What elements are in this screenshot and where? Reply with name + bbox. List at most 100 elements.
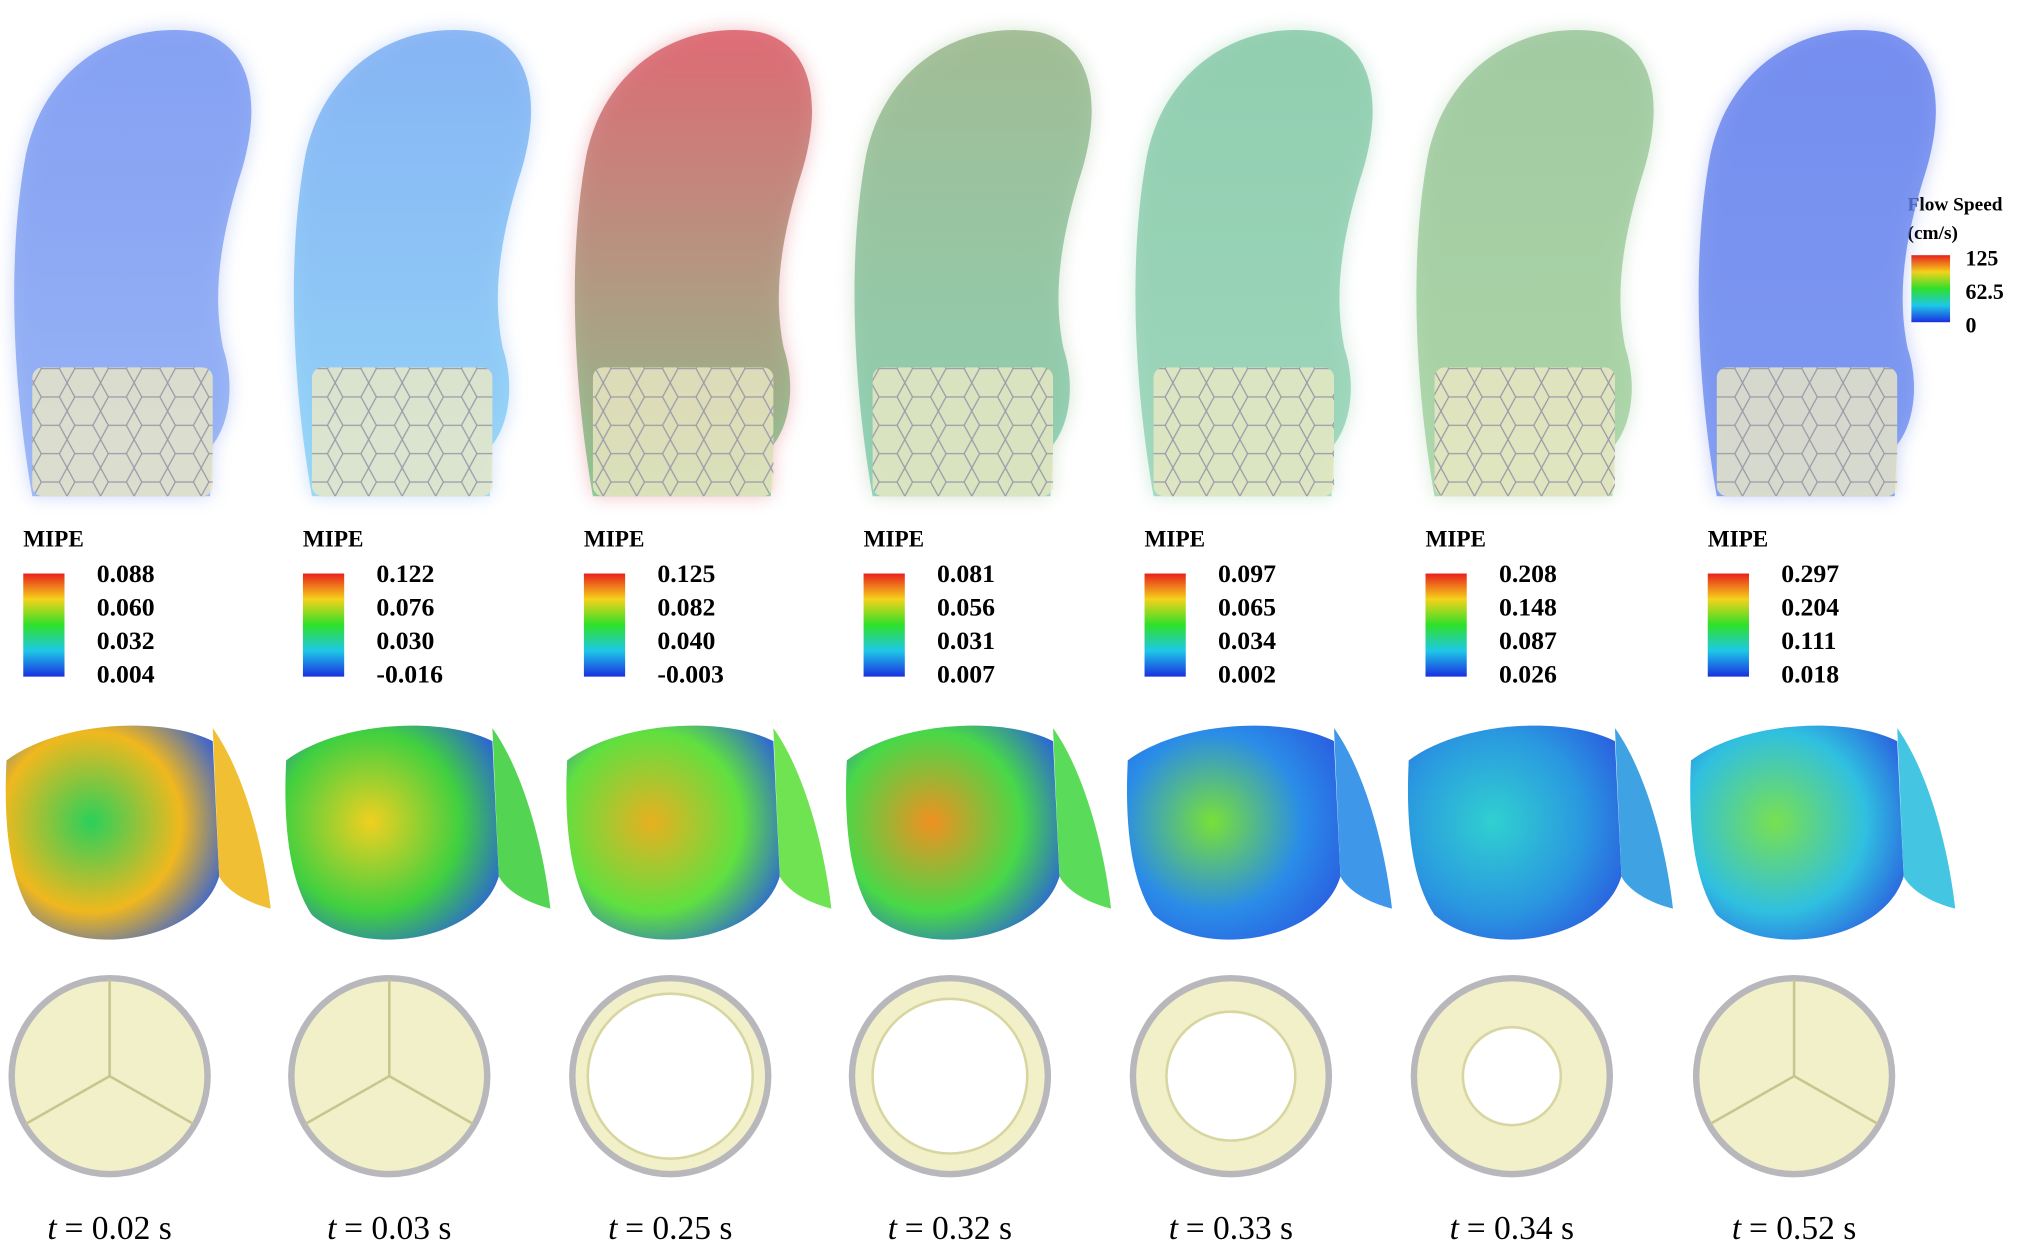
time-symbol: t xyxy=(327,1210,337,1245)
stent-mesh xyxy=(1434,367,1615,497)
mipe-tick: 0.007 xyxy=(937,660,995,689)
time-value: = 0.52 s xyxy=(1749,1210,1856,1245)
mipe-tick: 0.111 xyxy=(1781,626,1836,655)
column: MIPE 0.125 0.082 0.040 -0.003 t = 0.25 s xyxy=(566,30,832,1245)
mipe-tick: 0.002 xyxy=(1218,660,1276,689)
valve-coaptation xyxy=(25,979,195,1125)
valve-opening xyxy=(586,992,755,1160)
mipe-tick: 0.087 xyxy=(1499,626,1557,655)
time-label: t = 0.52 s xyxy=(1732,1210,1856,1245)
mipe-tick: 0.208 xyxy=(1499,559,1557,588)
mipe-colorbar xyxy=(583,573,626,677)
flow-legend: Flow Speed (cm/s) 125 62.5 0 xyxy=(1908,195,2004,338)
stent-mesh xyxy=(1716,367,1898,497)
mipe-label: MIPE xyxy=(23,527,84,553)
time-symbol: t xyxy=(888,1210,898,1245)
legend-unit: (cm/s) xyxy=(1908,223,1958,244)
time-value: = 0.25 s xyxy=(625,1210,732,1245)
column: MIPE 0.208 0.148 0.087 0.026 t = 0.34 s xyxy=(1407,30,1673,1245)
column: MIPE 0.081 0.056 0.031 0.007 t = 0.32 s xyxy=(846,30,1112,1245)
mipe-colorbar xyxy=(23,573,65,677)
mipe-colorbar xyxy=(1425,573,1467,677)
time-label: t = 0.02 s xyxy=(47,1210,171,1245)
time-symbol: t xyxy=(1732,1210,1742,1245)
leaflet-side xyxy=(492,728,551,909)
mipe-label: MIPE xyxy=(864,527,925,553)
legend-tick: 0 xyxy=(1966,312,1977,337)
valve-coaptation xyxy=(1709,979,1879,1125)
time-symbol: t xyxy=(47,1210,57,1245)
mipe-tick: 0.081 xyxy=(937,559,995,588)
mipe-tick: 0.122 xyxy=(376,559,434,588)
valve-opening xyxy=(871,997,1029,1155)
leaflet-side xyxy=(212,728,271,909)
mipe-tick: 0.032 xyxy=(97,626,155,655)
column: MIPE 0.097 0.065 0.034 0.002 t = 0.33 s xyxy=(1126,30,1392,1245)
leaflet-side xyxy=(1614,728,1673,909)
legend-tick: 62.5 xyxy=(1966,279,2004,304)
column: MIPE 0.297 0.204 0.111 0.018 t = 0.52 s xyxy=(1690,30,1956,1245)
mipe-tick: 0.031 xyxy=(937,626,995,655)
mipe-colorbar xyxy=(1144,573,1186,677)
mipe-label: MIPE xyxy=(1426,527,1487,553)
stent-mesh xyxy=(872,367,1054,497)
leaflet xyxy=(566,725,780,940)
time-value: = 0.32 s xyxy=(905,1210,1012,1245)
leaflet xyxy=(1407,725,1622,940)
time-value: = 0.34 s xyxy=(1467,1210,1574,1245)
time-label: t = 0.25 s xyxy=(608,1210,732,1245)
valve-coaptation xyxy=(304,979,474,1125)
mipe-tick: -0.003 xyxy=(657,660,724,689)
stent-mesh xyxy=(1153,367,1334,497)
mipe-tick: 0.204 xyxy=(1781,593,1839,622)
time-value: = 0.02 s xyxy=(64,1210,171,1245)
mipe-tick: 0.004 xyxy=(97,660,155,689)
column: MIPE 0.088 0.060 0.032 0.004 t = 0.02 s xyxy=(5,30,271,1245)
mipe-label: MIPE xyxy=(1145,527,1206,553)
mipe-label: MIPE xyxy=(584,527,645,553)
leaflet xyxy=(1690,725,1904,940)
mipe-tick: -0.016 xyxy=(376,660,443,689)
mipe-tick: 0.082 xyxy=(657,593,715,622)
stent-mesh xyxy=(311,367,493,497)
leaflet-side xyxy=(1333,728,1392,909)
mipe-colorbar xyxy=(1707,573,1749,677)
leaflet xyxy=(1126,725,1341,940)
mipe-tick: 0.040 xyxy=(657,626,715,655)
stent-mesh xyxy=(32,367,213,497)
mipe-tick: 0.297 xyxy=(1781,559,1839,588)
valve-opening xyxy=(1165,1010,1297,1142)
time-label: t = 0.03 s xyxy=(327,1210,451,1245)
mipe-tick: 0.034 xyxy=(1218,626,1276,655)
mipe-tick: 0.088 xyxy=(97,559,155,588)
stent-mesh xyxy=(592,367,774,497)
mipe-tick: 0.060 xyxy=(97,593,155,622)
legend-tick: 125 xyxy=(1966,245,1999,270)
time-label: t = 0.32 s xyxy=(888,1210,1012,1245)
leaflet xyxy=(846,725,1060,940)
time-value: = 0.03 s xyxy=(344,1210,451,1245)
mipe-colorbar xyxy=(302,573,345,677)
mipe-tick: 0.056 xyxy=(937,593,995,622)
leaflet-side xyxy=(1897,728,1956,909)
leaflet xyxy=(5,725,220,940)
time-symbol: t xyxy=(1450,1210,1460,1245)
mipe-label: MIPE xyxy=(303,527,364,553)
time-label: t = 0.34 s xyxy=(1450,1210,1574,1245)
mipe-tick: 0.030 xyxy=(376,626,434,655)
legend-colorbar xyxy=(1911,255,1951,323)
legend-title: Flow Speed xyxy=(1908,195,2003,216)
mipe-tick: 0.026 xyxy=(1499,660,1557,689)
leaflet xyxy=(285,725,499,940)
mipe-tick: 0.018 xyxy=(1781,660,1839,689)
column: MIPE 0.122 0.076 0.030 -0.016 t = 0.03 s xyxy=(285,30,551,1245)
time-symbol: t xyxy=(1169,1210,1179,1245)
leaflet-side xyxy=(1053,728,1112,909)
leaflet-side xyxy=(773,728,832,909)
mipe-label: MIPE xyxy=(1708,527,1769,553)
time-symbol: t xyxy=(608,1210,618,1245)
mipe-tick: 0.097 xyxy=(1218,559,1276,588)
valve-opening xyxy=(1461,1025,1563,1127)
